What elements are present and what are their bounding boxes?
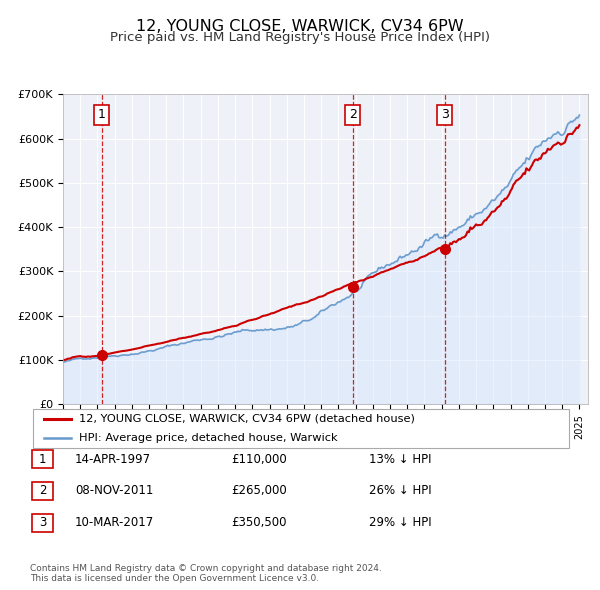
Text: Contains HM Land Registry data © Crown copyright and database right 2024.
This d: Contains HM Land Registry data © Crown c…: [30, 563, 382, 583]
Text: 12, YOUNG CLOSE, WARWICK, CV34 6PW (detached house): 12, YOUNG CLOSE, WARWICK, CV34 6PW (deta…: [79, 414, 415, 424]
Text: £265,000: £265,000: [231, 484, 287, 497]
FancyBboxPatch shape: [32, 514, 53, 532]
Text: 2: 2: [349, 108, 356, 121]
Text: 10-MAR-2017: 10-MAR-2017: [75, 516, 154, 529]
Text: £350,500: £350,500: [231, 516, 287, 529]
Text: 14-APR-1997: 14-APR-1997: [75, 453, 151, 466]
Text: 26% ↓ HPI: 26% ↓ HPI: [369, 484, 431, 497]
FancyBboxPatch shape: [32, 482, 53, 500]
Text: 3: 3: [39, 516, 46, 529]
Text: 12, YOUNG CLOSE, WARWICK, CV34 6PW: 12, YOUNG CLOSE, WARWICK, CV34 6PW: [136, 19, 464, 34]
Text: 2: 2: [39, 484, 46, 497]
Text: 29% ↓ HPI: 29% ↓ HPI: [369, 516, 431, 529]
Text: 3: 3: [440, 108, 448, 121]
FancyBboxPatch shape: [32, 450, 53, 468]
Text: Price paid vs. HM Land Registry's House Price Index (HPI): Price paid vs. HM Land Registry's House …: [110, 31, 490, 44]
Text: £110,000: £110,000: [231, 453, 287, 466]
FancyBboxPatch shape: [33, 409, 569, 448]
Text: 08-NOV-2011: 08-NOV-2011: [75, 484, 154, 497]
Text: HPI: Average price, detached house, Warwick: HPI: Average price, detached house, Warw…: [79, 433, 337, 443]
Text: 1: 1: [98, 108, 106, 121]
Text: 1: 1: [39, 453, 46, 466]
Text: 13% ↓ HPI: 13% ↓ HPI: [369, 453, 431, 466]
